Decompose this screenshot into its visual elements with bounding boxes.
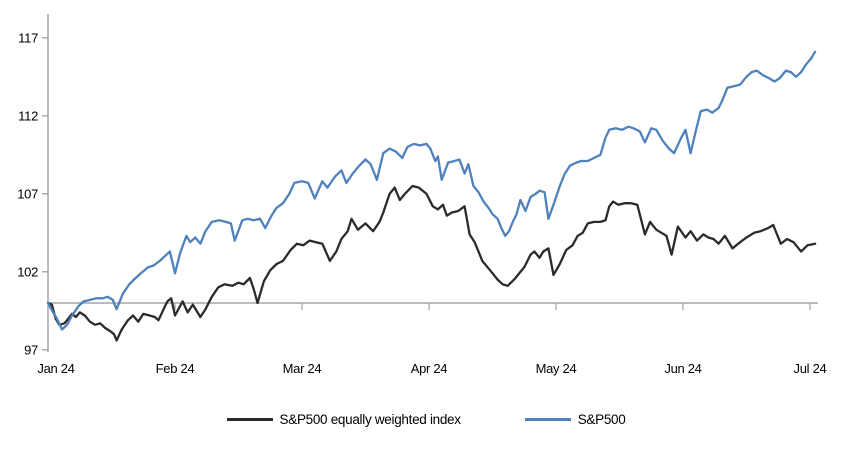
x-tick-label: Mar 24 (283, 361, 322, 376)
legend-swatch-equal-weighted-line (226, 418, 273, 421)
y-tick-label: 102 (17, 264, 38, 279)
x-tick-label: May 24 (536, 361, 577, 376)
reference-line-group (48, 302, 818, 310)
line-sp500 (46, 50, 817, 331)
y-tick-label: 107 (17, 186, 38, 201)
legend-item-equal-weighted: S&P500 equally weighted index (226, 412, 461, 427)
y-tick-label: 97 (24, 342, 38, 357)
x-tick-label: Jun 24 (664, 361, 701, 376)
x-tick-label: Jan 24 (37, 361, 74, 376)
x-tick-label: Apr 24 (411, 361, 448, 376)
y-tick-label: 112 (18, 108, 38, 123)
legend-label-equal-weighted: S&P500 equally weighted index (279, 412, 461, 427)
y-axis-group (42, 14, 49, 352)
line-sp500-equal-weighted (46, 184, 817, 342)
x-tick-label: Jul 24 (794, 361, 827, 376)
axis-labels-group: 97 102 107 112 117 Jan 24 Feb 24 Mar 24 Apr 24 Ma… (17, 30, 827, 376)
legend: S&P500 equally weighted index S&P500 (0, 412, 852, 427)
x-tick-label: Feb 24 (156, 361, 195, 376)
series-lines-group (46, 50, 817, 342)
legend-label-sp500: S&P500 (577, 412, 626, 427)
y-tick-label: 117 (18, 30, 38, 45)
legend-item-sp500: S&P500 (524, 412, 626, 427)
legend-swatch-sp500-line (524, 418, 571, 421)
